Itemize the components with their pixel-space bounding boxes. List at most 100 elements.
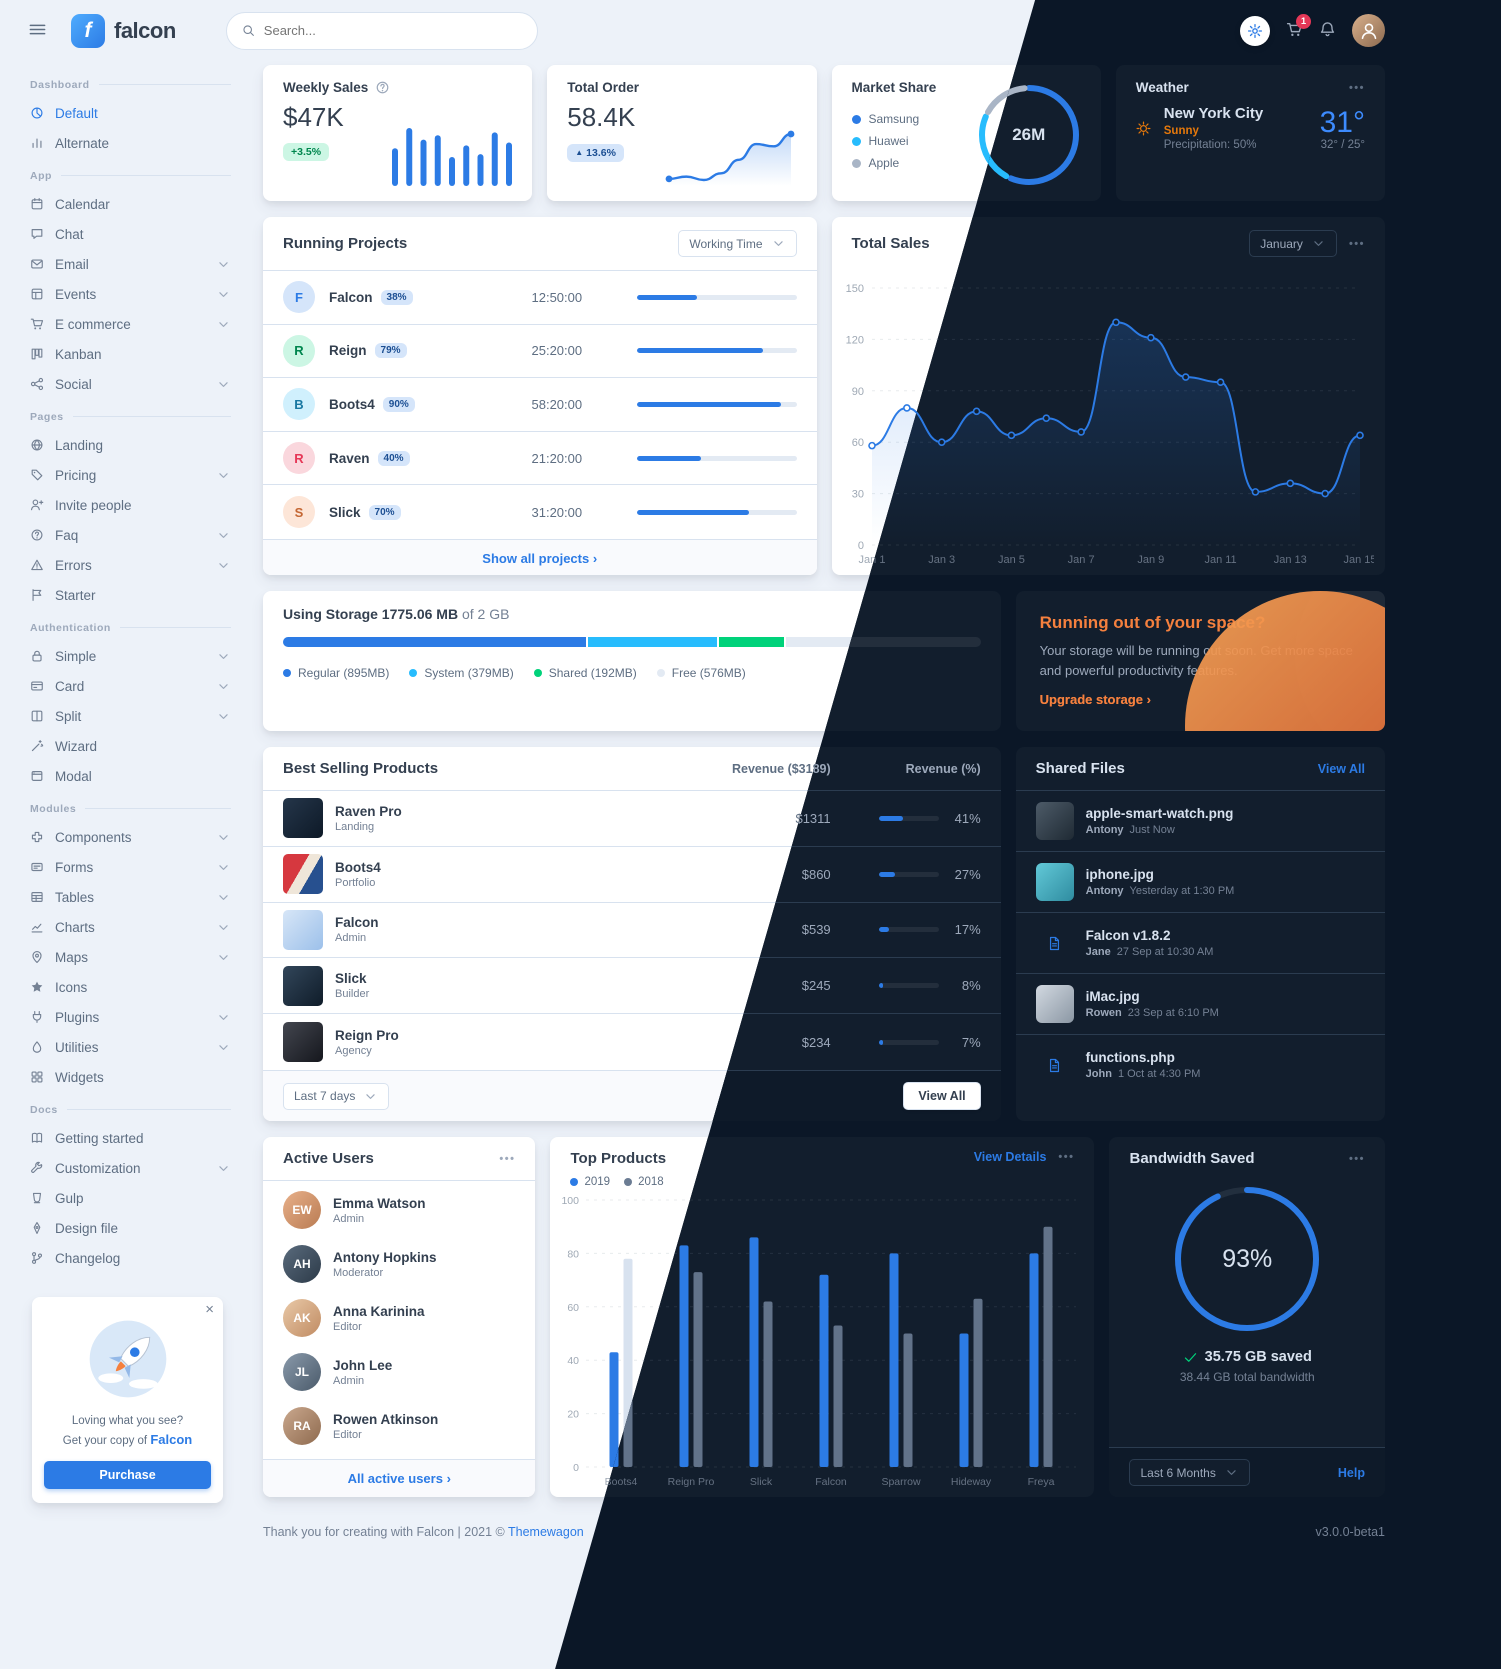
calendar-icon [30,197,44,211]
purchase-button[interactable]: Purchase [44,1460,211,1489]
project-name-link[interactable]: Reign [329,343,367,359]
file-time: 27 Sep at 10:30 AM [1116,946,1214,958]
product-name-link[interactable]: Slick [335,971,367,987]
sidebar-item-email[interactable]: Email [30,249,231,279]
sidebar-item-wizard[interactable]: Wizard [30,731,231,761]
sun-icon [1136,121,1151,136]
project-name-link[interactable]: Slick [329,504,361,520]
user-name-link[interactable]: Emma Watson [333,1195,426,1211]
sidebar-item-calendar[interactable]: Calendar [30,189,231,219]
sidebar-item-kanban[interactable]: Kanban [30,339,231,369]
date-range-select[interactable]: Last 7 days [283,1082,390,1110]
product-revenue: $245 [801,978,831,994]
sidebar-item-split[interactable]: Split [30,701,231,731]
sidebar-item-maps[interactable]: Maps [30,942,231,972]
sidebar-item-utilities[interactable]: Utilities [30,1032,231,1062]
menu-toggle-button[interactable] [28,20,47,42]
project-name-link[interactable]: Boots4 [329,396,375,412]
product-revenue-pct: 7% [961,1034,981,1050]
working-time-select[interactable]: Working Time [678,230,797,257]
plug-icon [30,1010,44,1024]
all-active-users-link[interactable]: All active users › [347,1471,451,1486]
sidebar-item-gulp[interactable]: Gulp [30,1183,231,1213]
upgrade-storage-link[interactable]: Upgrade storage › [1039,692,1151,707]
project-name-link[interactable]: Falcon [329,289,373,305]
brand-logo[interactable]: f falcon [71,13,176,48]
sidebar-item-pricing[interactable]: Pricing [30,460,231,490]
sidebar-item-errors[interactable]: Errors [30,550,231,580]
view-all-button[interactable]: View All [903,1082,981,1110]
product-thumbnail [283,854,323,895]
shared-files-card: Shared Files View All apple-smart-watch.… [1015,747,1385,1121]
project-name-link[interactable]: Raven [329,450,370,466]
sidebar-item-modal[interactable]: Modal [30,761,231,791]
sidebar-item-plugins[interactable]: Plugins [30,1002,231,1032]
more-icon[interactable]: ••• [499,1152,516,1165]
settings-button[interactable] [1240,15,1270,46]
sidebar-item-alternate[interactable]: Alternate [30,128,231,158]
sidebar-item-icons[interactable]: Icons [30,972,231,1002]
sidebar-item-events[interactable]: Events [30,279,231,309]
user-name-link[interactable]: Rowen Atkinson [333,1411,439,1427]
view-all-link[interactable]: View All [1317,761,1365,776]
sidebar-item-ecommerce[interactable]: E commerce [30,309,231,339]
sidebar-item-card[interactable]: Card [30,671,231,701]
file-name-link[interactable]: iMac.jpg [1085,989,1140,1004]
month-select[interactable]: January [1249,230,1337,257]
product-name-link[interactable]: Boots4 [335,859,381,875]
period-select[interactable]: Last 6 Months [1129,1459,1250,1486]
file-name-link[interactable]: iphone.jpg [1085,867,1154,882]
product-name-link[interactable]: Raven Pro [335,803,402,819]
close-icon[interactable]: × [205,1301,214,1318]
sidebar-item-simple[interactable]: Simple [30,641,231,671]
sidebar-section-label: Modules [30,800,231,817]
sidebar-item-components[interactable]: Components [30,822,231,852]
sidebar-item-invite-people[interactable]: Invite people [30,490,231,520]
sidebar-item-faq[interactable]: Faq [30,520,231,550]
upgrade-space-card: Running out of your space? Your storage … [1015,591,1385,731]
user-name-link[interactable]: Anna Karinina [333,1303,425,1319]
sidebar-item-starter[interactable]: Starter [30,580,231,610]
file-name-link[interactable]: apple-smart-watch.png [1085,806,1234,821]
bandwidth-total: 38.44 GB total bandwidth [1179,1370,1315,1384]
sidebar-item-default[interactable]: Default [30,98,231,128]
view-details-link[interactable]: View Details [973,1150,1047,1164]
show-all-projects-link[interactable]: Show all projects › [482,550,598,566]
file-name-link[interactable]: functions.php [1085,1050,1175,1065]
sidebar-item-forms[interactable]: Forms [30,852,231,882]
sidebar-item-changelog[interactable]: Changelog [30,1243,231,1273]
sidebar-item-design-file[interactable]: Design file [30,1213,231,1243]
project-avatar: R [283,442,315,475]
more-icon[interactable]: ••• [1348,81,1365,94]
product-name-link[interactable]: Reign Pro [335,1027,399,1043]
help-link[interactable]: Help [1337,1465,1365,1480]
falcon-link[interactable]: Falcon [150,1432,193,1448]
svg-text:Jan 7: Jan 7 [1067,554,1094,566]
sidebar-item-tables[interactable]: Tables [30,882,231,912]
themewagon-link[interactable]: Themewagon [508,1525,584,1539]
user-avatar[interactable] [1352,14,1385,47]
product-name-link[interactable]: Falcon [335,915,379,931]
avatar: RA [283,1407,321,1445]
notifications-button[interactable] [1319,21,1336,41]
more-icon[interactable]: ••• [1058,1151,1075,1163]
sidebar-item-customization[interactable]: Customization [30,1153,231,1183]
sidebar-item-widgets[interactable]: Widgets [30,1062,231,1092]
more-icon[interactable]: ••• [1348,1152,1365,1165]
sidebar-item-getting-started[interactable]: Getting started [30,1123,231,1153]
info-icon[interactable] [375,80,390,95]
sidebar-item-chat[interactable]: Chat [30,219,231,249]
file-name-link[interactable]: Falcon v1.8.2 [1085,928,1171,943]
sidebar-item-landing[interactable]: Landing [30,430,231,460]
more-icon[interactable]: ••• [1348,237,1365,250]
user-role: Moderator [333,1266,384,1279]
sidebar-item-charts[interactable]: Charts [30,912,231,942]
user-name-link[interactable]: Antony Hopkins [333,1249,437,1265]
sidebar-item-social[interactable]: Social [30,369,231,399]
falcon-logo-icon: f [71,13,105,48]
search-input[interactable] [263,23,522,38]
upgrade-storage-link[interactable]: Upgrade storage › [1039,692,1151,707]
cart-button[interactable]: 1 [1286,13,1311,41]
svg-text:Jan 11: Jan 11 [1204,554,1236,566]
user-name-link[interactable]: John Lee [333,1357,393,1373]
